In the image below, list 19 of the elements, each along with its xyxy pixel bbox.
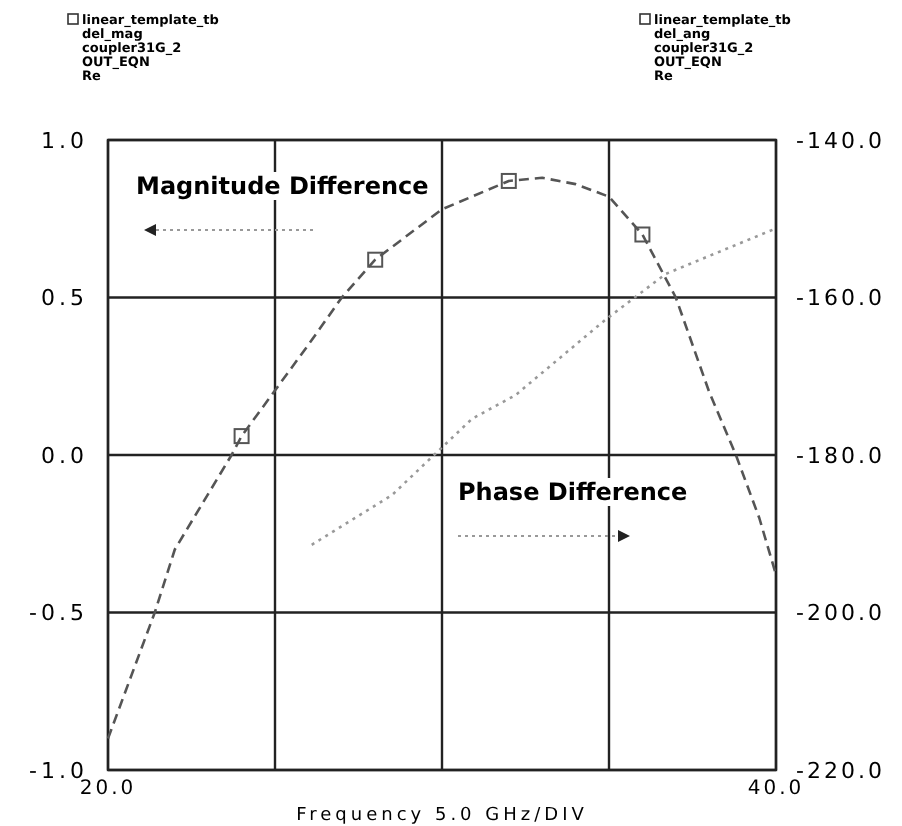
x-axis-title: Frequency 5.0 GHz/DIV: [296, 806, 588, 826]
y2-tick-label: -200.0: [796, 600, 885, 627]
y2-tick-label: -180.0: [796, 442, 885, 469]
x-tick-label: 20.0: [79, 778, 137, 800]
line-series: [310, 228, 774, 547]
point: [500, 172, 517, 189]
y-tick-label: -1.0: [29, 757, 88, 784]
y2-tick-label: -160.0: [796, 285, 885, 312]
point: [367, 251, 384, 268]
y-tick-label: -0.5: [29, 600, 88, 627]
annotation: Magnitude Difference: [136, 172, 429, 200]
y2-tick-label: -140.0: [796, 127, 885, 154]
y-tick-label: 1.0: [41, 127, 88, 154]
y-tick-label: 0.0: [41, 442, 88, 469]
annotation: Phase Difference: [458, 478, 688, 506]
x-tick-label: 40.0: [747, 778, 805, 800]
y-tick-label: 0.5: [41, 285, 88, 312]
point: [634, 226, 651, 243]
point: [233, 428, 250, 445]
